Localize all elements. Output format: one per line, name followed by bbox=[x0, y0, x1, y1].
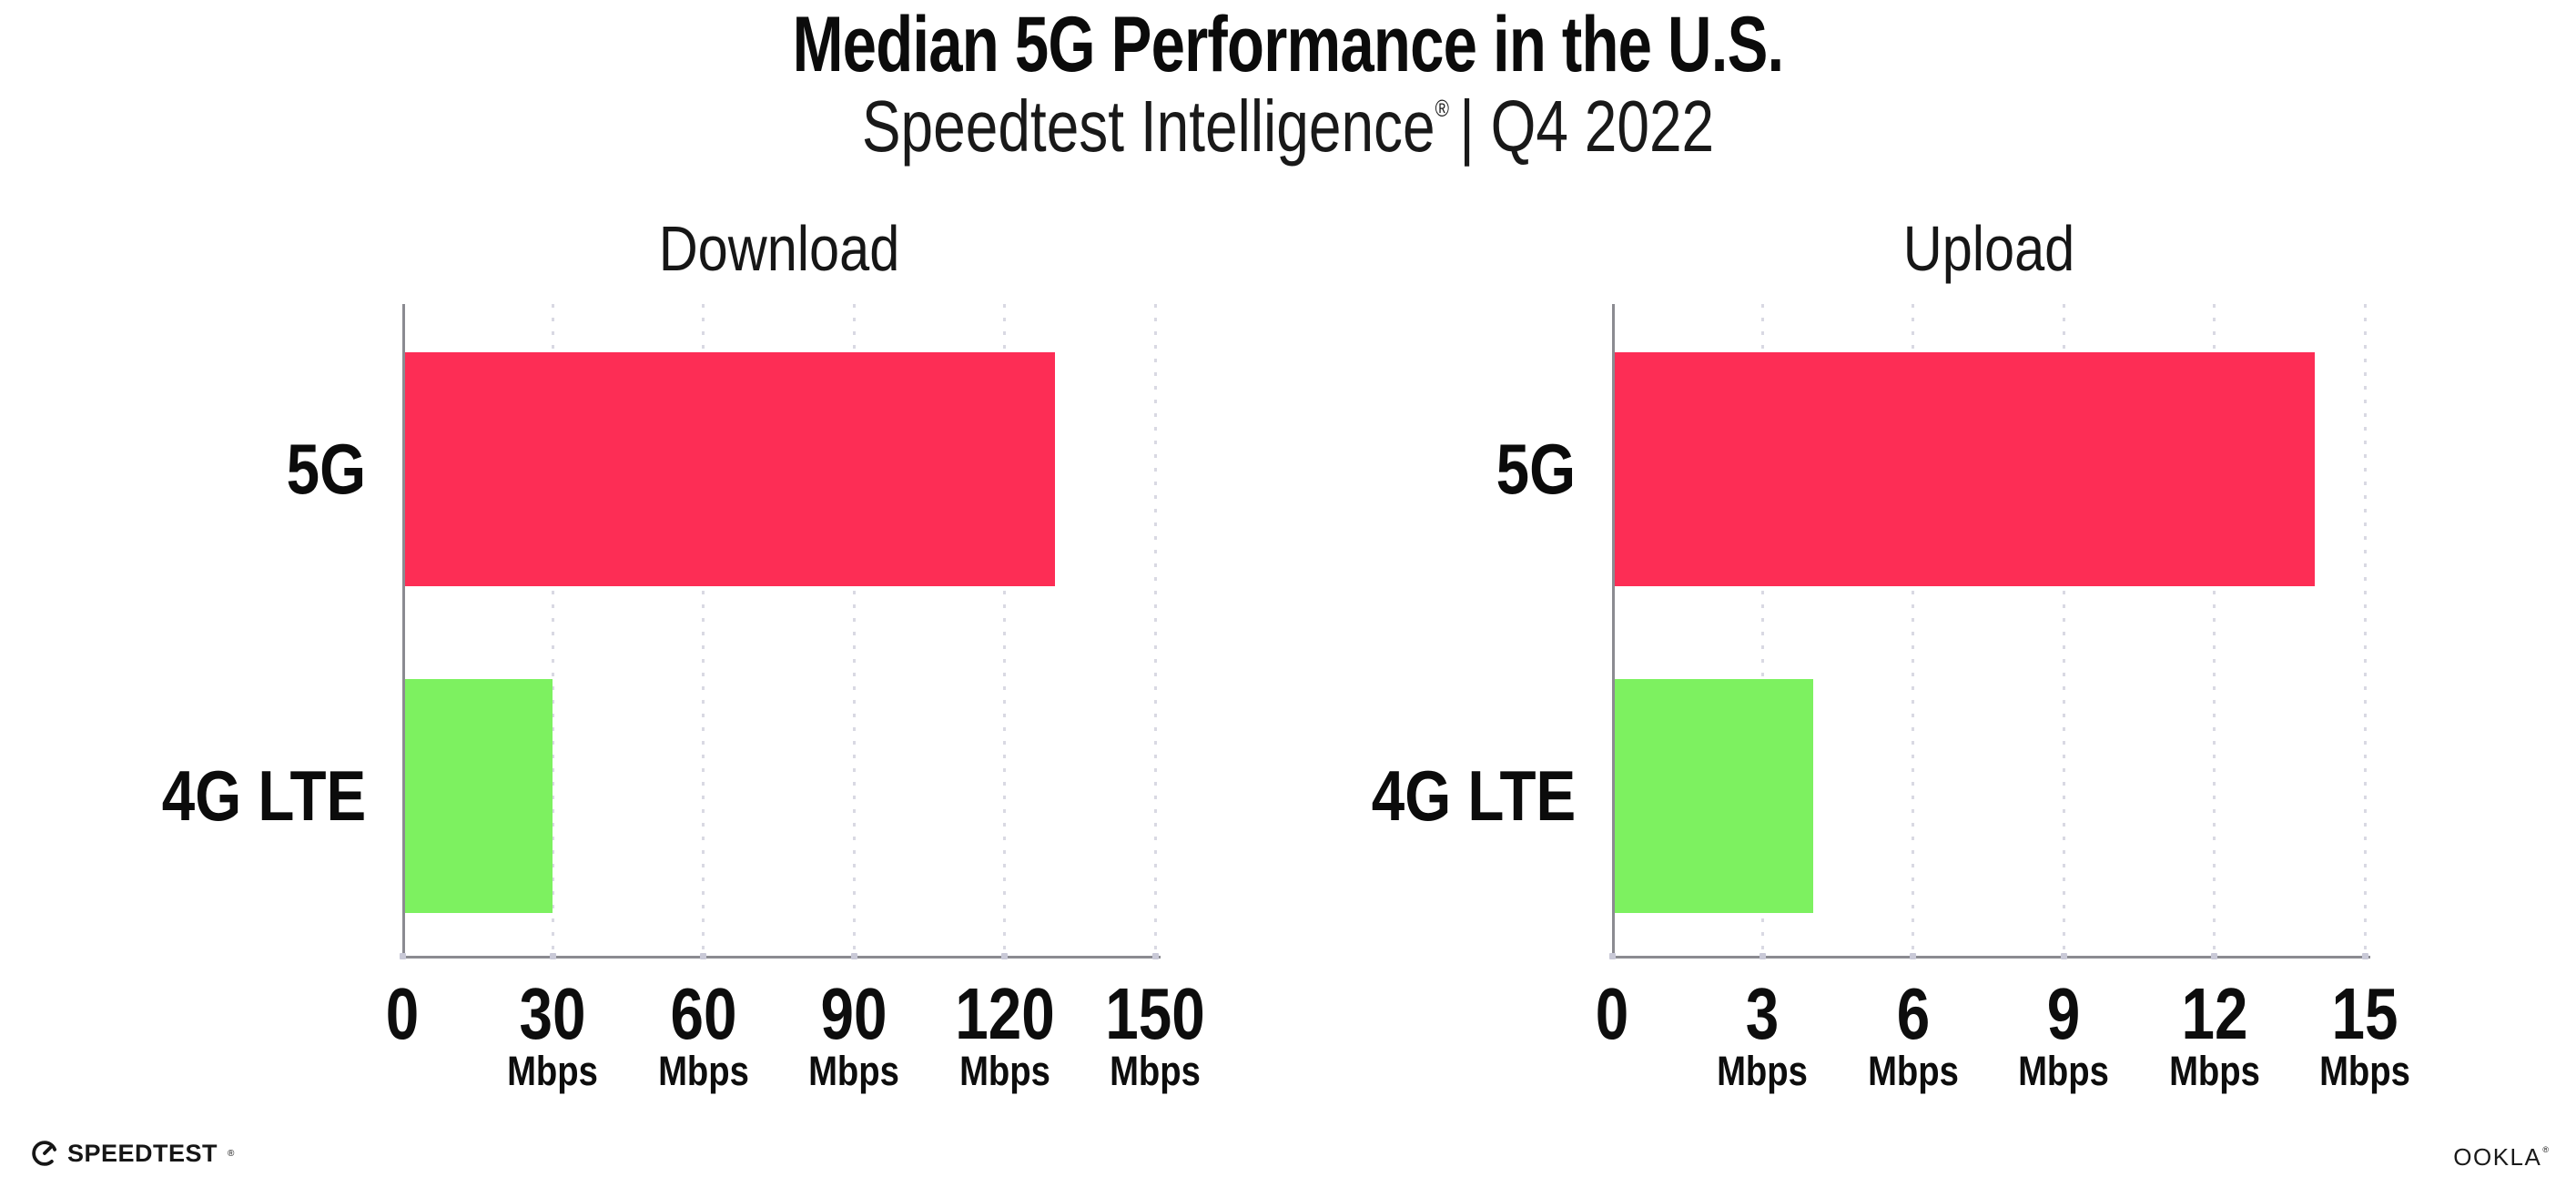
download-x-unit-label-90: Mbps bbox=[808, 1048, 900, 1094]
download-chart: Download 0 30 Mbps 60 Mbps 90 Mbps 120 Mbps 150 Mb… bbox=[162, 217, 1205, 1091]
download-x-tick-label-0: 0 bbox=[385, 973, 420, 1054]
upload-tick-mark-3 bbox=[1759, 953, 1766, 959]
download-category-label-5g: 5G bbox=[286, 428, 366, 509]
upload-x-tick-label-15: 15 bbox=[2331, 973, 2399, 1054]
upload-tick-mark-9 bbox=[2060, 953, 2067, 959]
download-chart-title: Download bbox=[658, 213, 899, 284]
download-gridline-90 bbox=[852, 304, 856, 956]
download-tick-mark-150 bbox=[1151, 953, 1159, 959]
speedtest-logo: SPEEDTEST ® bbox=[31, 1140, 234, 1167]
upload-gridline-9 bbox=[2062, 304, 2065, 956]
upload-category-label-4g-lte: 4G LTE bbox=[1371, 755, 1576, 836]
download-x-tick-label-90: 90 bbox=[820, 973, 887, 1054]
upload-x-unit-label-12: Mbps bbox=[2168, 1048, 2260, 1094]
x-axis-line bbox=[1612, 956, 2370, 959]
upload-x-unit-label-9: Mbps bbox=[2018, 1048, 2110, 1094]
download-x-tick-label-120: 120 bbox=[954, 973, 1055, 1054]
subtitle-brand: Speedtest Intelligence bbox=[861, 86, 1435, 167]
download-tick-mark-60 bbox=[700, 953, 707, 959]
upload-x-unit-label-15: Mbps bbox=[2319, 1048, 2410, 1094]
upload-tick-mark-6 bbox=[1910, 953, 1917, 959]
ookla-logo: OOKLA ® bbox=[2453, 1145, 2549, 1169]
download-tick-mark-90 bbox=[850, 953, 857, 959]
download-gridline-30 bbox=[551, 304, 554, 956]
upload-x-tick-label-3: 3 bbox=[1746, 973, 1780, 1054]
download-gridline-60 bbox=[702, 304, 705, 956]
y-axis-line bbox=[402, 304, 405, 959]
ookla-logo-text: OOKLA bbox=[2453, 1143, 2542, 1171]
upload-chart-title: Upload bbox=[1902, 213, 2074, 284]
speedtest-registered-mark: ® bbox=[228, 1148, 235, 1159]
upload-bar-4g-lte bbox=[1615, 679, 1813, 913]
download-x-unit-label-120: Mbps bbox=[958, 1048, 1050, 1094]
download-x-unit-label-60: Mbps bbox=[657, 1048, 749, 1094]
upload-tick-mark-15 bbox=[2361, 953, 2368, 959]
upload-chart: Upload 0 3 Mbps 6 Mbps 9 Mbps 12 Mbps 15 Mbps 5G 4G … bbox=[1372, 217, 2410, 1091]
upload-tick-mark-12 bbox=[2211, 953, 2218, 959]
download-x-tick-label-150: 150 bbox=[1105, 973, 1205, 1054]
upload-x-unit-label-3: Mbps bbox=[1717, 1048, 1809, 1094]
upload-x-tick-label-9: 9 bbox=[2046, 973, 2081, 1054]
speedtest-gauge-icon bbox=[32, 1141, 57, 1166]
upload-category-label-5g: 5G bbox=[1496, 428, 1576, 509]
upload-x-unit-label-6: Mbps bbox=[1867, 1048, 1959, 1094]
upload-gridline-3 bbox=[1760, 304, 1764, 956]
download-x-tick-label-30: 30 bbox=[519, 973, 586, 1054]
upload-gridline-15 bbox=[2363, 304, 2367, 956]
upload-gridline-12 bbox=[2213, 304, 2216, 956]
download-x-tick-label-60: 60 bbox=[670, 973, 737, 1054]
download-bar-4g-lte bbox=[405, 679, 553, 913]
download-x-unit-label-30: Mbps bbox=[507, 1048, 599, 1094]
download-gridline-150 bbox=[1153, 304, 1157, 956]
registered-mark: ® bbox=[1435, 95, 1449, 122]
upload-x-tick-label-0: 0 bbox=[1595, 973, 1629, 1054]
x-axis-line bbox=[402, 956, 1161, 959]
upload-gridline-6 bbox=[1912, 304, 1915, 956]
ookla-registered-mark: ® bbox=[2542, 1145, 2549, 1154]
upload-x-tick-label-6: 6 bbox=[1896, 973, 1931, 1054]
y-axis-line bbox=[1612, 304, 1615, 959]
download-bar-5g bbox=[405, 352, 1055, 586]
download-tick-mark-0 bbox=[399, 953, 406, 959]
upload-tick-mark-0 bbox=[1608, 953, 1616, 959]
download-x-unit-label-150: Mbps bbox=[1110, 1048, 1201, 1094]
download-category-label-4g-lte: 4G LTE bbox=[161, 755, 366, 836]
subtitle-period: | Q4 2022 bbox=[1459, 86, 1715, 167]
page-title: Median 5G Performance in the U.S. bbox=[792, 1, 1785, 88]
page-subtitle: Speedtest Intelligence® | Q4 2022 bbox=[258, 90, 2318, 163]
download-tick-mark-30 bbox=[549, 953, 556, 959]
download-gridline-120 bbox=[1003, 304, 1007, 956]
upload-x-tick-label-12: 12 bbox=[2181, 973, 2248, 1054]
download-tick-mark-120 bbox=[1001, 953, 1009, 959]
speedtest-logo-text: SPEEDTEST bbox=[67, 1139, 218, 1167]
upload-bar-5g bbox=[1615, 352, 2315, 586]
